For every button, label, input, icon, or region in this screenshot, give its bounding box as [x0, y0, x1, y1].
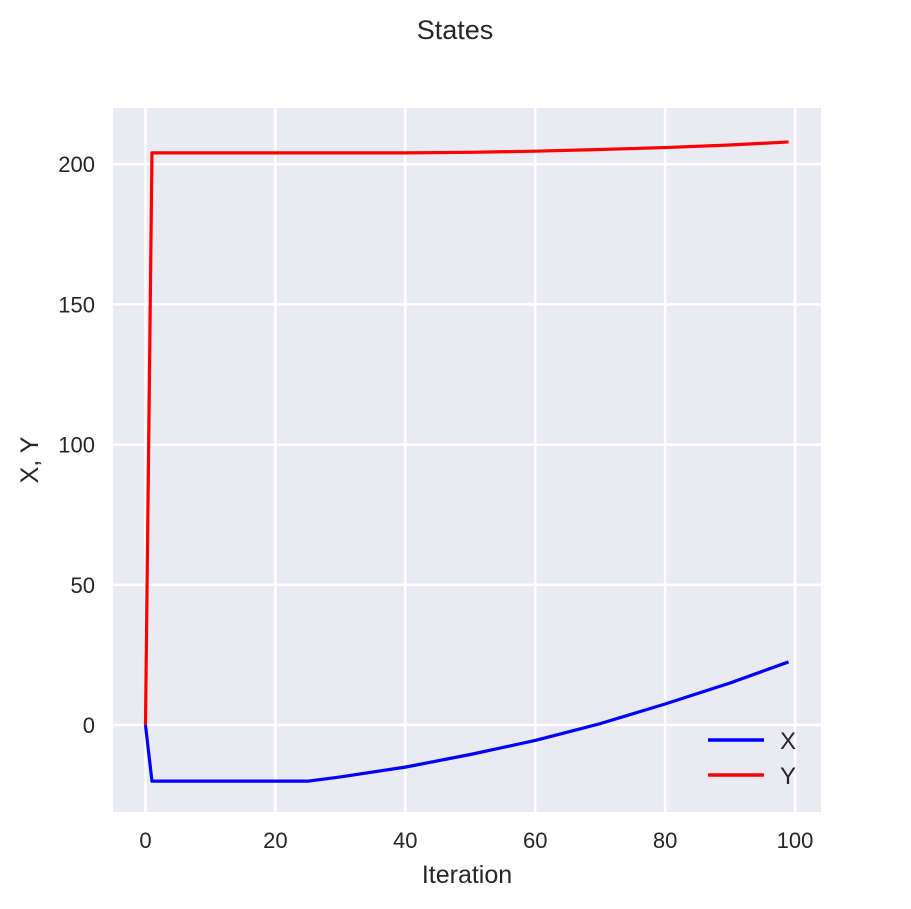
y-tick-label: 100 — [58, 433, 95, 458]
y-tick-label: 200 — [58, 152, 95, 177]
legend-label-y: Y — [780, 763, 796, 790]
x-tick-label: 80 — [653, 828, 677, 853]
y-tick-label: 150 — [58, 292, 95, 317]
x-axis-label: Iteration — [422, 861, 512, 889]
y-axis-label: X, Y — [16, 436, 44, 483]
series-lines — [143, 140, 790, 783]
y-tick-label: 50 — [71, 573, 95, 598]
plot-area — [113, 108, 821, 812]
x-tick-label: 0 — [139, 828, 151, 853]
grid — [113, 108, 821, 812]
series-line-x — [143, 660, 790, 783]
series-line-y — [143, 140, 789, 726]
y-tick-labels: 0 50 100 150 200 — [58, 152, 95, 738]
chart-title: States — [417, 15, 494, 45]
x-tick-label: 60 — [523, 828, 547, 853]
x-tick-label: 20 — [263, 828, 287, 853]
x-tick-label: 40 — [393, 828, 417, 853]
y-tick-label: 0 — [83, 713, 95, 738]
legend-label-x: X — [780, 728, 796, 755]
x-tick-label: 100 — [777, 828, 814, 853]
legend: XY — [708, 728, 796, 790]
x-tick-labels: 0 20 40 60 80 100 — [139, 828, 813, 853]
